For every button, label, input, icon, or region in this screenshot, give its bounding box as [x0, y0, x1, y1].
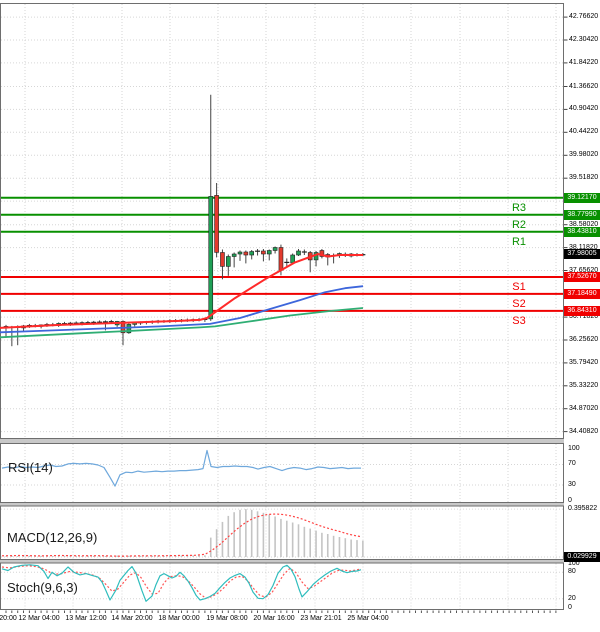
- candle-bear-body: [243, 251, 249, 256]
- panel-separator: [0, 503, 564, 506]
- candle-bear-body: [220, 252, 225, 267]
- candle-bull-body: [290, 254, 295, 264]
- candle-bear-body: [261, 250, 266, 255]
- candle-bear-body: [214, 195, 219, 253]
- candle-bull-body: [296, 250, 301, 256]
- ma-fast-red-line: [0, 253, 363, 329]
- rsi-line: [1, 449, 361, 487]
- stoch-d-line: [1, 565, 362, 599]
- candle-bull-body: [237, 251, 243, 255]
- rsi-panel-border: [0, 443, 564, 503]
- main-panel-border: [0, 3, 564, 439]
- ma-slow-green-line: [0, 307, 364, 339]
- candle-bull-body: [126, 324, 132, 334]
- candle-bull-body: [249, 251, 254, 256]
- stoch-k-line: [1, 564, 362, 602]
- panel-separator: [0, 560, 564, 563]
- candle-bull-body: [272, 247, 278, 251]
- candle-bull-body: [226, 256, 231, 267]
- ma-mid-blue-line: [0, 285, 364, 334]
- stoch-panel-border: [0, 562, 564, 610]
- candle-bull-body: [231, 253, 237, 257]
- panel-separator: [0, 439, 564, 443]
- candle-bull-body: [208, 196, 214, 320]
- candle-bear-body: [278, 247, 284, 271]
- macd-panel-border: [0, 505, 564, 560]
- macd-signal-line: [1, 513, 362, 557]
- candle-bull-body: [266, 250, 272, 255]
